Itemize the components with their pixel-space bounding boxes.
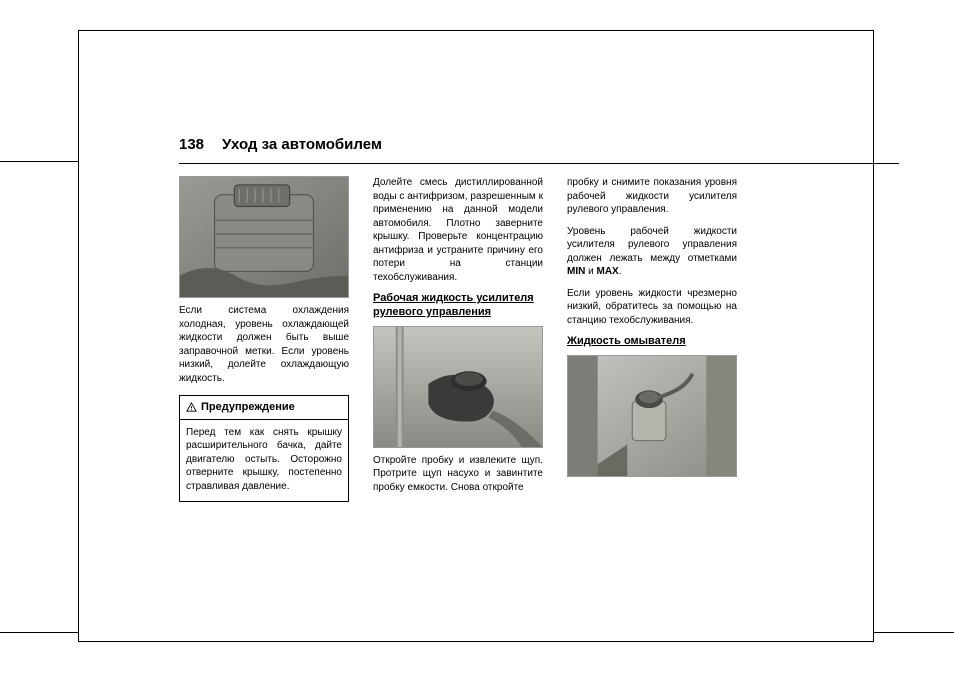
paragraph: Долейте смесь дистиллированной воды с ан… (373, 176, 543, 284)
heading-power-steering: Рабочая жидкость усилителя рулевого упра… (373, 292, 543, 320)
crop-mark-right-bottom (868, 632, 954, 633)
page-number: 138 (179, 136, 204, 153)
paragraph: Если система охлаждения холодная, уровен… (179, 304, 349, 385)
warning-box: Предупреждение Перед тем как снять крышк… (179, 395, 349, 502)
document-frame: 138 Уход за автомобилем (0, 0, 954, 675)
paragraph: Откройте пробку и извлеките щуп. Протрит… (373, 454, 543, 495)
paragraph: Если уровень жидкости чрезмерно низкий, … (567, 287, 737, 328)
bold-max: MAX (597, 266, 619, 277)
warning-title: Предупреждение (180, 396, 348, 420)
column-3: пробку и снимите показания уровня рабоче… (567, 176, 737, 502)
heading-washer-fluid: Жидкость омывателя (567, 335, 737, 349)
page-border: 138 Уход за автомобилем (78, 30, 874, 642)
figure-power-steering (373, 326, 543, 448)
page-content: 138 Уход за автомобилем (179, 136, 899, 502)
page-header: 138 Уход за автомобилем (179, 136, 899, 153)
text: Уровень рабочей жидкости усилителя рулев… (567, 226, 737, 264)
figure-washer-fluid (567, 355, 737, 477)
warning-title-text: Предупреждение (201, 400, 295, 415)
warning-icon (186, 402, 197, 413)
bold-min: MIN (567, 266, 585, 277)
column-1: Если система охлаждения холодная, уровен… (179, 176, 349, 502)
column-2: Долейте смесь дистиллированной воды с ан… (373, 176, 543, 502)
figure-coolant-tank (179, 176, 349, 298)
crop-mark-left-top (0, 161, 85, 162)
column-container: Если система охлаждения холодная, уровен… (179, 176, 899, 502)
page-title: Уход за автомобилем (222, 136, 382, 153)
text: и (585, 266, 596, 277)
paragraph: пробку и снимите показания уровня рабоче… (567, 176, 737, 217)
text: . (619, 266, 622, 277)
header-rule (179, 163, 899, 164)
warning-body: Перед тем как снять крышку расширительно… (180, 420, 348, 502)
paragraph: Уровень рабочей жидкости усилителя рулев… (567, 225, 737, 279)
crop-mark-left-bottom (0, 632, 85, 633)
